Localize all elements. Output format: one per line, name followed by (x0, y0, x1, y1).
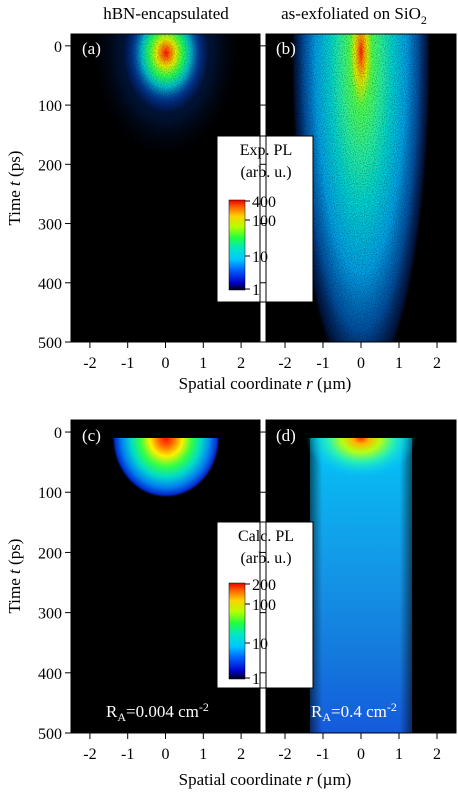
annotation-d-value: =0.4 cm (331, 702, 387, 721)
heatmap-d-pre-zero (266, 420, 456, 438)
annotation-c-value: =0.004 cm (126, 702, 199, 721)
x-tick-label: -2 (278, 746, 291, 763)
heatmap-c (71, 420, 260, 498)
x-axis-label-top-var: r (306, 374, 313, 393)
colorbar-bottom-tick-label: 1 (252, 671, 260, 688)
colorbar-top: Exp. PL (arb. u.) 400 100 10 1 (216, 135, 314, 303)
heatmap-d-edges (310, 438, 412, 733)
x-tick-label: -1 (121, 746, 134, 763)
x-tick-label: -2 (278, 355, 291, 372)
colorbar-bottom-tick-label: 200 (252, 577, 276, 594)
x-tick-label: 0 (357, 355, 365, 372)
annotation-c-sub: A (117, 710, 126, 724)
x-axis-label-bottom-prefix: Spatial coordinate (179, 770, 306, 789)
x-tick-label: 1 (199, 746, 207, 763)
colorbar-bottom: Calc. PL (arb. u.) 200 100 10 1 (216, 521, 314, 689)
colorbar-bottom-gradient (228, 582, 246, 680)
y-axis-label-top-prefix: Time (5, 186, 24, 226)
y-axis-label-bottom-prefix: Time (5, 574, 24, 614)
y-tick-label: 0 (54, 39, 62, 56)
annotation-c-prefix: R (106, 702, 118, 721)
x-tick-label: 0 (162, 746, 170, 763)
y-tick-label: 500 (38, 726, 62, 743)
x-tick-label: 1 (395, 355, 403, 372)
y-axis-label-bottom-var: t (5, 568, 24, 574)
panel-label-a: (a) (82, 39, 101, 58)
y-axis-label-top-unit: (ps) (5, 151, 24, 182)
panel-label-b: (b) (276, 39, 296, 58)
x-tick-label: -2 (83, 355, 96, 372)
x-axis-label-top-unit: (µm) (313, 374, 352, 393)
panel-label-c: (c) (82, 426, 101, 445)
colorbar-top-tick-label: 1 (252, 282, 260, 299)
column-title-right: as-exfoliated on SiO2 (281, 4, 427, 27)
colorbar-top-tick-label: 100 (252, 213, 276, 230)
heatmap-c-bowl (112, 420, 220, 498)
y-tick-label: 300 (38, 217, 62, 234)
column-title-right-sub: 2 (421, 13, 427, 27)
annotation-d-sup: -2 (387, 700, 397, 714)
colorbar-bottom-ticks: 200 100 10 1 (245, 577, 276, 688)
x-axis-label-top-prefix: Spatial coordinate (179, 374, 306, 393)
y-tick-label: 500 (38, 335, 62, 352)
colorbar-top-ticks: 400 100 10 1 (245, 194, 276, 299)
y-tick-label: 100 (38, 98, 62, 115)
x-tick-label: -1 (316, 746, 329, 763)
y-tick-label: 400 (38, 276, 62, 293)
annotation-c: RA=0.004 cm-2 (106, 700, 209, 724)
y-tick-label: 400 (38, 666, 62, 683)
y-axis-label-top: Time t (ps) (5, 151, 24, 226)
x-tick-label: -2 (83, 746, 96, 763)
annotation-d: RA=0.4 cm-2 (311, 700, 397, 724)
column-title-right-main: as-exfoliated on SiO (281, 4, 421, 23)
colorbar-top-gradient (228, 199, 246, 291)
x-tick-label: -1 (121, 355, 134, 372)
x-axis-label-bottom-unit: (µm) (313, 770, 352, 789)
x-tick-label: 2 (237, 746, 245, 763)
heatmap-d (266, 420, 456, 733)
annotation-d-prefix: R (311, 702, 323, 721)
x-tick-label: 2 (433, 355, 441, 372)
y-tick-label: 200 (38, 545, 62, 562)
annotation-c-sup: -2 (199, 700, 209, 714)
x-tick-label: 1 (199, 355, 207, 372)
x-tick-label: 0 (357, 746, 365, 763)
y-tick-label: 300 (38, 606, 62, 623)
x-tick-label: 2 (433, 746, 441, 763)
column-title-left: hBN-encapsulated (103, 4, 229, 23)
y-tick-label: 200 (38, 157, 62, 174)
y-axis-label-top-var: t (5, 180, 24, 186)
colorbar-bottom-tick-label: 100 (252, 597, 276, 614)
x-tick-label: -1 (316, 355, 329, 372)
y-axis-label-bottom: Time t (ps) (5, 539, 24, 614)
y-tick-label: 0 (54, 425, 62, 442)
x-axis-label-bottom: Spatial coordinate r (µm) (179, 770, 352, 789)
annotation-d-sub: A (322, 710, 331, 724)
colorbar-top-tick-label: 400 (252, 194, 276, 211)
heatmap-c-pre-zero (71, 420, 260, 438)
x-axis-label-top: Spatial coordinate r (µm) (179, 374, 352, 393)
x-axis-label-bottom-var: r (306, 770, 313, 789)
x-tick-label: 1 (395, 746, 403, 763)
y-axis-label-bottom-unit: (ps) (5, 539, 24, 570)
x-tick-label: 0 (162, 355, 170, 372)
y-tick-label: 100 (38, 485, 62, 502)
panel-label-d: (d) (276, 426, 296, 445)
x-tick-label: 2 (237, 355, 245, 372)
